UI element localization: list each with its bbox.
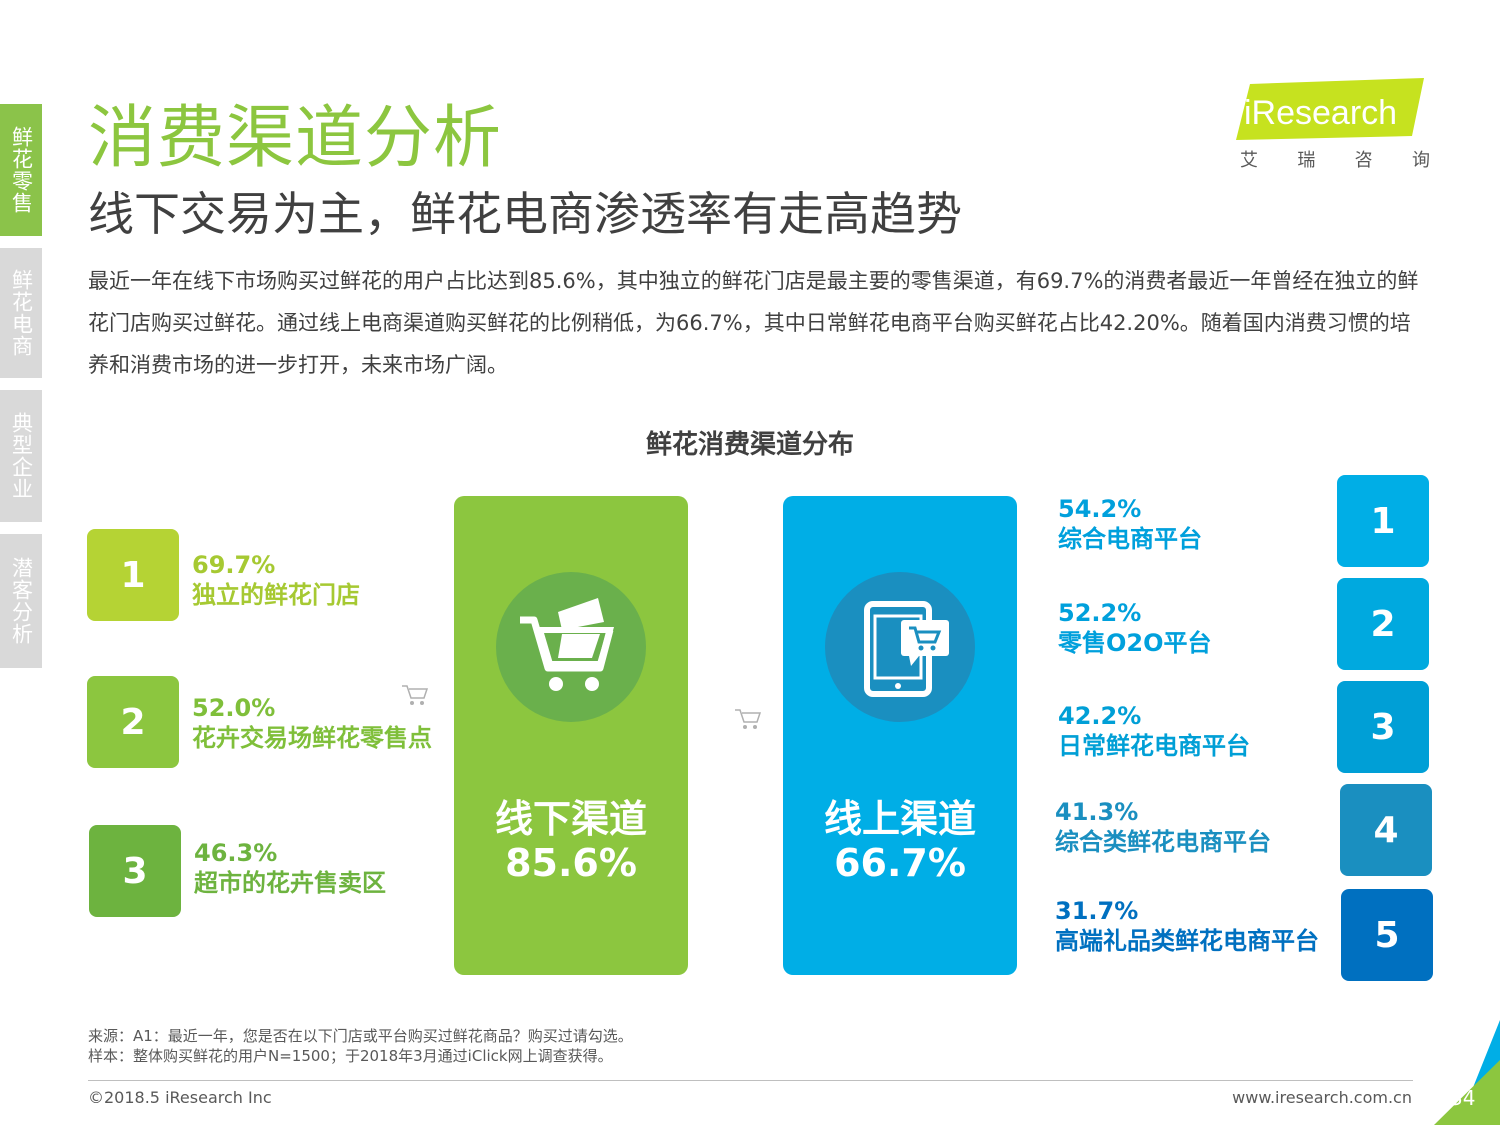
- svg-text:iResearch: iResearch: [1244, 94, 1397, 132]
- online-rank-3-label: 42.2% 日常鲜花电商平台: [1058, 702, 1250, 760]
- summary-paragraph: 最近一年在线下市场购买过鲜花的用户占比达到85.6%，其中独立的鲜花门店是最主要…: [88, 269, 1419, 377]
- offline-rank-3-label: 46.3% 超市的花卉售卖区: [194, 839, 386, 897]
- sidebar-tab-companies[interactable]: 典型企业: [0, 390, 42, 522]
- online-rank-3-badge: 3: [1337, 681, 1429, 773]
- online-channel-value: 66.7%: [834, 841, 966, 885]
- footer-divider: [88, 1080, 1413, 1081]
- sidebar-tab-retail[interactable]: 鲜花零售: [0, 104, 42, 236]
- mobile-shopping-icon: [864, 601, 949, 697]
- page-subtitle: 线下交易为主，鲜花电商渗透率有走高趋势: [88, 187, 962, 241]
- online-rank-5-label: 31.7% 高端礼品类鲜花电商平台: [1055, 897, 1319, 955]
- online-rank-5-badge: 5: [1341, 889, 1433, 981]
- offline-rank-1-badge: 1: [87, 529, 179, 621]
- shopping-cart-circle: [496, 572, 646, 722]
- offline-rank-2-label: 52.0% 花卉交易场鲜花零售点: [192, 694, 432, 752]
- offline-rank-1-label: 69.7% 独立的鲜花门店: [192, 551, 360, 609]
- logo-chinese-name: 艾 瑞 咨 询: [1240, 150, 1430, 171]
- sidebar-tab-ecommerce[interactable]: 鲜花电商: [0, 248, 42, 378]
- online-channel-panel: 线上渠道 66.7%: [783, 496, 1017, 975]
- offline-rank-3-badge: 3: [89, 825, 181, 917]
- sidebar-tab-potential-customers[interactable]: 潜客分析: [0, 534, 42, 668]
- offline-rank-2-badge: 2: [87, 676, 179, 768]
- mobile-shopping-circle: [825, 572, 975, 722]
- offline-channel-panel: 线下渠道 85.6%: [454, 496, 688, 975]
- source-note: 来源：A1：最近一年，您是否在以下门店或平台购买过鲜花商品？购买过请勾选。 样本…: [88, 1027, 633, 1065]
- decorative-cart-icon: [735, 709, 762, 729]
- online-rank-4-badge: 4: [1340, 784, 1432, 876]
- page-number: 34: [1450, 1086, 1476, 1110]
- shopping-cart-icon: [520, 598, 615, 691]
- online-channel-label: 线上渠道: [823, 797, 976, 841]
- corner-decoration: [1434, 1020, 1500, 1125]
- offline-channel-value: 85.6%: [505, 841, 637, 885]
- website-link[interactable]: www.iresearch.com.cn: [1232, 1088, 1412, 1107]
- decorative-cart-icon: [402, 685, 429, 705]
- online-rank-1-badge: 1: [1337, 475, 1429, 567]
- iresearch-logo: iResearch: [1236, 78, 1426, 170]
- offline-channel-label: 线下渠道: [494, 797, 647, 841]
- online-rank-4-label: 41.3% 综合类鲜花电商平台: [1055, 798, 1271, 856]
- online-rank-2-badge: 2: [1337, 578, 1429, 670]
- online-rank-2-label: 52.2% 零售O2O平台: [1058, 599, 1212, 657]
- online-rank-1-label: 54.2% 综合电商平台: [1058, 495, 1202, 553]
- chart-title: 鲜花消费渠道分布: [645, 430, 854, 460]
- copyright: ©2018.5 iResearch Inc: [88, 1088, 272, 1107]
- page-title: 消费渠道分析: [88, 99, 503, 178]
